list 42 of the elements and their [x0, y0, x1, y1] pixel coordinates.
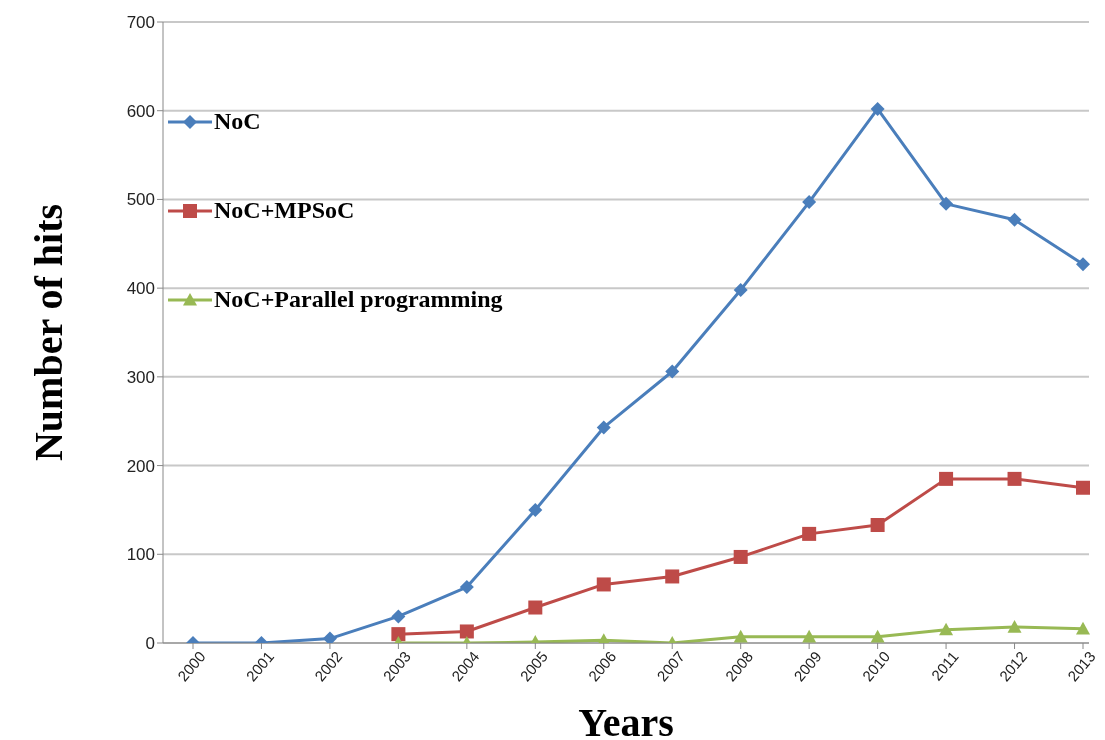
point	[665, 364, 680, 379]
y-tick-label: 300	[126, 367, 155, 387]
point	[802, 629, 817, 643]
point	[1007, 620, 1022, 633]
y-axis-title: Number of hits	[26, 203, 72, 462]
y-tick-label: 100	[126, 545, 155, 565]
point	[1076, 257, 1090, 272]
point	[802, 526, 817, 541]
point	[1076, 621, 1090, 635]
point	[733, 629, 748, 643]
point	[528, 600, 543, 615]
point	[391, 627, 406, 642]
point	[870, 101, 885, 116]
point	[733, 282, 748, 297]
point	[459, 580, 474, 595]
point	[665, 569, 680, 584]
y-tick-label: 500	[126, 190, 155, 210]
y-tick-label: 200	[126, 456, 155, 476]
point	[322, 631, 337, 643]
point	[596, 577, 611, 592]
point	[939, 471, 954, 486]
point	[1076, 480, 1090, 495]
legend-label: NoC+MPSoC	[214, 197, 355, 224]
point	[528, 502, 543, 517]
point	[596, 420, 611, 435]
point	[1007, 471, 1022, 486]
point	[733, 549, 748, 564]
point	[459, 624, 474, 639]
point	[1007, 212, 1022, 227]
y-tick-label: 0	[145, 634, 155, 654]
point	[870, 629, 885, 643]
y-tick-label: 700	[126, 13, 155, 33]
point	[391, 609, 406, 624]
point	[802, 195, 817, 210]
x-axis-title: Years	[578, 700, 674, 740]
y-tick-label: 400	[126, 279, 155, 299]
y-tick-label: 600	[126, 101, 155, 121]
legend-label: NoC+Parallel programming	[214, 286, 503, 313]
legend-label: NoC	[214, 108, 261, 135]
point	[939, 622, 954, 636]
point	[939, 196, 954, 211]
point	[870, 518, 885, 533]
